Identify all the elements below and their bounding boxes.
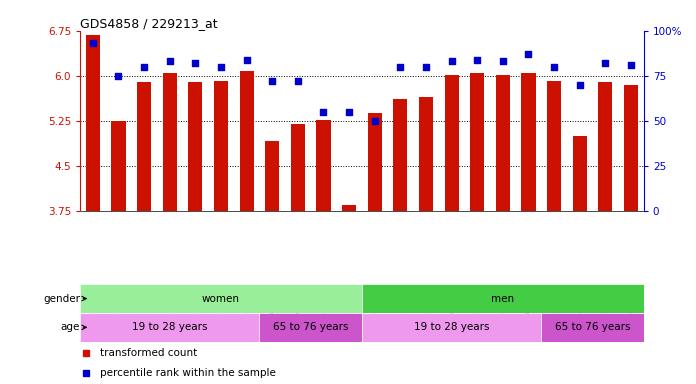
Point (113, 73, 124, 79)
Bar (80, 313, 260, 342)
Bar (496, 74, 510, 211)
Bar (239, 71, 253, 211)
Point (420, 64, 432, 70)
Text: 65 to 76 years: 65 to 76 years (273, 322, 349, 333)
Point (139, 64, 150, 70)
Point (87, 40, 98, 46)
Bar (599, 82, 612, 211)
Bar (265, 141, 279, 211)
Point (241, 56, 252, 63)
Point (267, 78, 278, 84)
Bar (86, 35, 100, 211)
Point (626, 62, 637, 68)
Point (216, 64, 227, 70)
Bar (547, 81, 561, 211)
Bar (445, 74, 459, 211)
Bar (342, 205, 356, 211)
Bar (362, 313, 541, 342)
Point (472, 56, 483, 63)
Text: GDS4858 / 229213_at: GDS4858 / 229213_at (80, 17, 218, 30)
Point (369, 118, 380, 124)
Bar (393, 99, 407, 211)
Point (395, 64, 406, 70)
Point (600, 60, 611, 66)
Bar (291, 124, 305, 211)
Point (548, 64, 560, 70)
Text: transformed count: transformed count (100, 348, 197, 358)
Bar (189, 82, 203, 211)
Bar (260, 313, 362, 342)
Bar (470, 73, 484, 211)
Text: 19 to 28 years: 19 to 28 years (414, 322, 489, 333)
Text: percentile rank within the sample: percentile rank within the sample (100, 368, 276, 378)
Bar (541, 313, 644, 342)
Text: age: age (61, 322, 80, 333)
Point (446, 58, 457, 65)
Text: gender: gender (43, 293, 80, 304)
Text: 19 to 28 years: 19 to 28 years (132, 322, 207, 333)
Bar (624, 85, 638, 211)
Bar (137, 82, 151, 211)
Point (164, 58, 175, 65)
Text: men: men (491, 293, 514, 304)
Point (498, 58, 509, 65)
Bar (573, 136, 587, 211)
Bar (111, 121, 125, 211)
Bar (214, 81, 228, 211)
Text: 65 to 76 years: 65 to 76 years (555, 322, 631, 333)
Bar (367, 113, 382, 211)
Bar (419, 98, 433, 211)
Point (318, 109, 329, 115)
Bar (80, 284, 362, 313)
Point (574, 82, 585, 88)
Bar (163, 73, 177, 211)
Point (292, 78, 303, 84)
Point (344, 109, 355, 115)
Bar (317, 120, 331, 211)
Bar (362, 284, 644, 313)
Point (190, 60, 201, 66)
Bar (521, 73, 535, 211)
Point (523, 51, 534, 57)
Text: women: women (202, 293, 240, 304)
